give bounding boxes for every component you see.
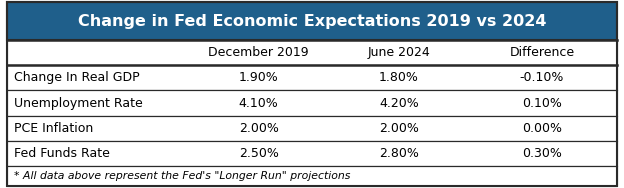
Text: 1.80%: 1.80% <box>379 71 419 84</box>
Text: Change In Real GDP: Change In Real GDP <box>14 71 139 84</box>
Bar <box>7 2 617 40</box>
Text: 2.80%: 2.80% <box>379 147 419 160</box>
Text: June 2024: June 2024 <box>368 46 430 59</box>
Text: 1.90%: 1.90% <box>239 71 278 84</box>
Bar <box>7 90 617 116</box>
Text: 2.50%: 2.50% <box>239 147 279 160</box>
Text: December 2019: December 2019 <box>208 46 309 59</box>
Text: Unemployment Rate: Unemployment Rate <box>14 97 142 110</box>
Text: Difference: Difference <box>509 46 575 59</box>
Bar <box>7 40 617 65</box>
Text: * All data above represent the Fed's "Longer Run" projections: * All data above represent the Fed's "Lo… <box>14 171 350 181</box>
Text: Change in Fed Economic Expectations 2019 vs 2024: Change in Fed Economic Expectations 2019… <box>78 14 546 29</box>
Text: 2.00%: 2.00% <box>239 122 279 135</box>
Bar <box>7 141 617 167</box>
Text: 0.10%: 0.10% <box>522 97 562 110</box>
Text: 2.00%: 2.00% <box>379 122 419 135</box>
Bar <box>7 116 617 141</box>
Bar <box>7 167 617 186</box>
Text: 4.20%: 4.20% <box>379 97 419 110</box>
Bar <box>7 65 617 90</box>
Text: Fed Funds Rate: Fed Funds Rate <box>14 147 110 160</box>
Text: PCE Inflation: PCE Inflation <box>14 122 93 135</box>
Text: 0.00%: 0.00% <box>522 122 562 135</box>
Text: -0.10%: -0.10% <box>520 71 564 84</box>
Text: 0.30%: 0.30% <box>522 147 562 160</box>
Text: 4.10%: 4.10% <box>239 97 278 110</box>
